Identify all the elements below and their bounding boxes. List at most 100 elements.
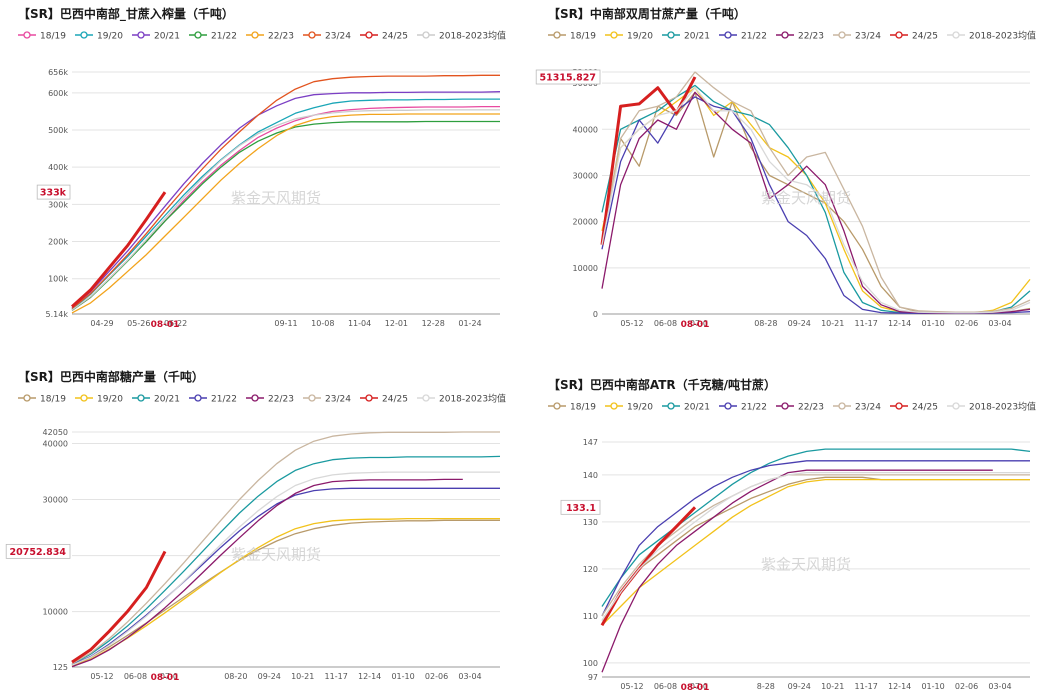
legend-label: 18/19 bbox=[40, 32, 66, 42]
legend-item-6: 24/25 bbox=[360, 394, 408, 405]
legend-swatch-marker bbox=[365, 31, 373, 39]
legend-swatch-marker bbox=[80, 394, 88, 402]
legend-swatch-marker bbox=[194, 31, 202, 39]
legend-label: 22/23 bbox=[268, 395, 294, 405]
y-tick-label: 400k bbox=[48, 163, 68, 172]
series-line-7 bbox=[601, 471, 1030, 621]
legend-item-6: 24/25 bbox=[890, 402, 938, 413]
x-tick-label: 05-12 bbox=[90, 672, 113, 681]
y-tick-label: 656k bbox=[48, 68, 68, 77]
legend-swatch-marker bbox=[308, 394, 316, 402]
legend-item-7: 2018-2023均值 bbox=[947, 401, 1036, 413]
legend-label: 20/21 bbox=[154, 32, 180, 42]
legend-swatch-marker bbox=[610, 31, 618, 39]
chart-cane-crush: 【SR】巴西中南部_甘蔗入榨量（千吨） 18/19 19/20 20/21 21/22 2… bbox=[18, 6, 506, 330]
series-line-7 bbox=[601, 87, 1031, 314]
x-tick-label: 06-08 bbox=[124, 672, 147, 681]
legend-swatch-marker bbox=[251, 394, 259, 402]
series-line-4 bbox=[71, 113, 500, 314]
legend-swatch-marker bbox=[781, 402, 789, 410]
legend-item-6: 24/25 bbox=[890, 31, 938, 42]
x-tick-label: 10-21 bbox=[821, 682, 844, 691]
legend-item-0: 18/19 bbox=[548, 402, 596, 413]
legend-swatch-marker bbox=[251, 31, 259, 39]
panel-atr: 【SR】巴西中南部ATR（千克糖/吨甘蔗） 18/19 19/20 20/21 21/2… bbox=[530, 347, 1059, 694]
y-tick-label: 42050 bbox=[43, 428, 68, 437]
legend-label: 19/20 bbox=[97, 32, 123, 42]
highlight-value: 333k bbox=[40, 188, 67, 199]
x-tick-label: 07-0 bbox=[690, 319, 708, 328]
legend-label: 21/22 bbox=[741, 403, 767, 413]
legend-item-5: 23/24 bbox=[303, 394, 351, 405]
legend-label: 2018-2023均值 bbox=[439, 30, 506, 42]
y-tick-label: 0 bbox=[593, 310, 598, 319]
chart-title: 【SR】巴西中南部ATR（千克糖/吨甘蔗） bbox=[548, 377, 776, 392]
y-tick-label: 97 bbox=[588, 673, 598, 682]
legend-swatch-marker bbox=[23, 31, 31, 39]
legend-swatch-marker bbox=[724, 31, 732, 39]
legend-swatch-marker bbox=[137, 394, 145, 402]
legend-label: 24/25 bbox=[912, 403, 938, 413]
chart-atr: 【SR】巴西中南部ATR（千克糖/吨甘蔗） 18/19 19/20 20/21 21/2… bbox=[548, 377, 1036, 693]
x-tick-label: 03-04 bbox=[988, 682, 1011, 691]
x-tick-label: 12-14 bbox=[358, 672, 381, 681]
y-tick-label: 300k bbox=[48, 200, 68, 209]
legend-swatch-marker bbox=[667, 31, 675, 39]
series-line-1 bbox=[71, 98, 500, 310]
legend-item-1: 19/20 bbox=[75, 394, 123, 405]
watermark: 紫金天风期货 bbox=[761, 556, 851, 574]
legend-item-7: 2018-2023均值 bbox=[417, 393, 506, 405]
legend-swatch-marker bbox=[422, 394, 430, 402]
y-tick-label: 10000 bbox=[43, 608, 68, 617]
legend-label: 22/23 bbox=[268, 32, 294, 42]
x-tick-label: 04-29 bbox=[90, 319, 113, 328]
legend-swatch-marker bbox=[952, 31, 960, 39]
legend-label: 18/19 bbox=[570, 403, 596, 413]
x-tick-label: 09-11 bbox=[274, 319, 297, 328]
y-tick-label: 100 bbox=[583, 659, 598, 668]
legend-swatch-marker bbox=[194, 394, 202, 402]
series-line-6 bbox=[600, 506, 697, 627]
x-tick-label: 05-12 bbox=[620, 682, 643, 691]
x-tick-label: 10-21 bbox=[821, 319, 844, 328]
highlight-x-label: 08-01 bbox=[681, 320, 710, 330]
y-tick-label: 110 bbox=[583, 612, 598, 621]
highlight-badge bbox=[36, 184, 71, 200]
panel-sugar-production: 【SR】巴西中南部糖产量（千吨） 18/19 19/20 20/21 21/22 22/2… bbox=[0, 347, 529, 694]
legend-label: 23/24 bbox=[855, 32, 881, 42]
x-tick-label: 11-17 bbox=[855, 319, 878, 328]
legend-item-5: 23/24 bbox=[833, 402, 881, 413]
x-tick-label: 02-06 bbox=[955, 319, 978, 328]
y-tick-label: 125 bbox=[53, 663, 68, 672]
legend-swatch-marker bbox=[80, 31, 88, 39]
legend-item-1: 19/20 bbox=[605, 402, 653, 413]
legend-item-3: 21/22 bbox=[719, 402, 767, 413]
legend-item-1: 19/20 bbox=[75, 31, 123, 42]
legend-swatch-marker bbox=[137, 31, 145, 39]
x-tick-label: 02-06 bbox=[425, 672, 448, 681]
highlight-value: 133.1 bbox=[566, 503, 596, 514]
legend-label: 2018-2023均值 bbox=[969, 401, 1036, 413]
legend-item-0: 18/19 bbox=[548, 31, 596, 42]
series-line-7 bbox=[71, 109, 500, 311]
x-tick-label: 03-04 bbox=[458, 672, 481, 681]
legend-item-6: 24/25 bbox=[360, 31, 408, 42]
legend-item-5: 23/24 bbox=[833, 31, 881, 42]
highlight-x-label: 08-01 bbox=[151, 320, 180, 330]
x-tick-label: 11-17 bbox=[855, 682, 878, 691]
legend-item-2: 20/21 bbox=[662, 402, 710, 413]
series-line-0 bbox=[601, 476, 1030, 621]
x-tick-label: 12-28 bbox=[422, 319, 445, 328]
x-tick-label: 01-24 bbox=[458, 319, 481, 328]
x-tick-label: 12-01 bbox=[385, 319, 408, 328]
series-line-5 bbox=[601, 474, 1030, 617]
series-line-5 bbox=[71, 74, 500, 310]
legend-swatch-marker bbox=[422, 31, 430, 39]
legend-label: 20/21 bbox=[154, 395, 180, 405]
legend-item-4: 22/23 bbox=[776, 402, 824, 413]
chart-title: 【SR】中南部双周甘蔗产量（千吨） bbox=[548, 6, 746, 21]
highlight-x-label: 08-01 bbox=[151, 673, 180, 683]
panel-cane-crush: 【SR】巴西中南部_甘蔗入榨量（千吨） 18/19 19/20 20/21 21/22 2… bbox=[0, 0, 529, 347]
legend-swatch-marker bbox=[365, 394, 373, 402]
x-tick-label: 10-08 bbox=[311, 319, 334, 328]
